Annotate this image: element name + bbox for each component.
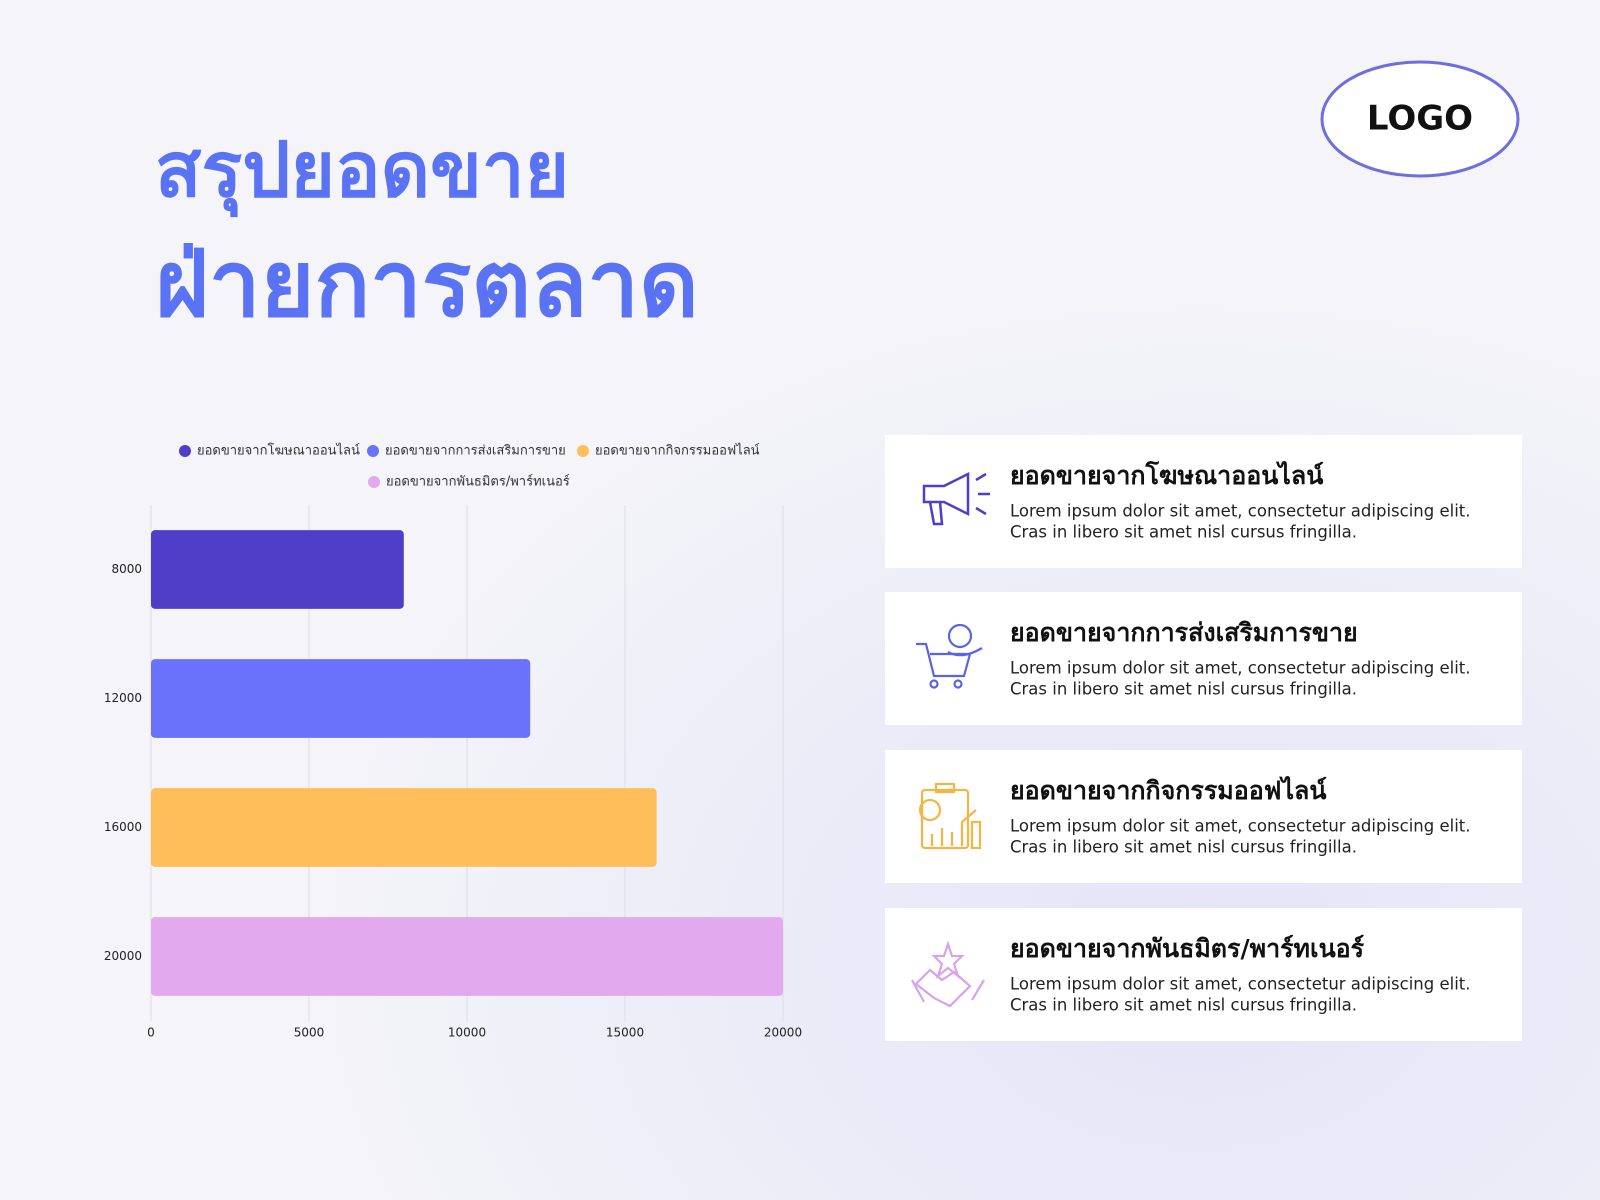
bar (151, 659, 531, 738)
card-body: Cras in libero sit amet nisl cursus frin… (1010, 523, 1357, 542)
bar (151, 788, 657, 867)
title-line: สรุปยอดขาย (155, 125, 569, 218)
card (885, 750, 1522, 883)
y-tick-label: 16000 (104, 820, 142, 834)
y-tick-label: 20000 (104, 949, 142, 963)
chart: 0 5000 10000 15000 20000 8000 12000 16000 20000 ย… (104, 443, 802, 1040)
card (885, 592, 1522, 725)
x-tick-label: 5000 (294, 1026, 325, 1040)
logo: LOGO (1367, 99, 1473, 139)
legend-label: ยอดขายจากการส่งเสริมการขาย (385, 444, 566, 459)
legend-swatch (368, 476, 380, 488)
card-body: Lorem ipsum dolor sit amet, consectetur … (1010, 975, 1471, 994)
bar (151, 917, 783, 996)
icon-megaphone (922, 471, 990, 526)
card-title: ยอดขายจากการส่งเสริมการขาย (1010, 618, 1358, 647)
card-body: Lorem ipsum dolor sit amet, consectetur … (1010, 502, 1471, 521)
y-tick-label: 12000 (104, 691, 142, 705)
icon-cart (916, 623, 983, 689)
card (885, 908, 1522, 1041)
y-tick-label: 8000 (111, 562, 142, 576)
legend-label: ยอดขายจากโฆษณาออนไลน์ (197, 443, 360, 459)
icon-handshake (911, 940, 985, 1008)
card-body: Lorem ipsum dolor sit amet, consectetur … (1010, 817, 1471, 836)
card-body: Lorem ipsum dolor sit amet, consectetur … (1010, 659, 1471, 678)
x-tick-label: 20000 (764, 1026, 802, 1040)
legend-label: ยอดขายจากพันธมิตร/พาร์ทเนอร์ (386, 474, 570, 490)
icon-report (918, 782, 982, 850)
legend-swatch (179, 445, 191, 457)
x-tick-label: 10000 (448, 1026, 486, 1040)
card-title: ยอดขายจากพันธมิตร/พาร์ทเนอร์ (1010, 934, 1365, 963)
card-body: Cras in libero sit amet nisl cursus frin… (1010, 996, 1357, 1015)
card-title: ยอดขายจากโฆษณาออนไลน์ (1010, 460, 1324, 490)
legend-swatch (367, 445, 379, 457)
legend-label: ยอดขายจากกิจกรรมออฟไลน์ (595, 443, 760, 459)
card-body: Cras in libero sit amet nisl cursus frin… (1010, 838, 1357, 857)
title-line: ฝ่ายการตลาด (155, 230, 699, 337)
card-title: ยอดขายจากกิจกรรมออฟไลน์ (1010, 775, 1327, 805)
x-tick-label: 0 (147, 1026, 155, 1040)
logo-frame (1320, 60, 1520, 178)
x-tick-label: 15000 (606, 1026, 644, 1040)
cards: ยอดขายจากโฆษณาออนไลน์ Lorem ipsum dolor s… (885, 435, 1522, 1041)
card (885, 435, 1522, 568)
card-body: Cras in libero sit amet nisl cursus frin… (1010, 680, 1357, 699)
legend-swatch (577, 445, 589, 457)
bar (151, 530, 404, 609)
